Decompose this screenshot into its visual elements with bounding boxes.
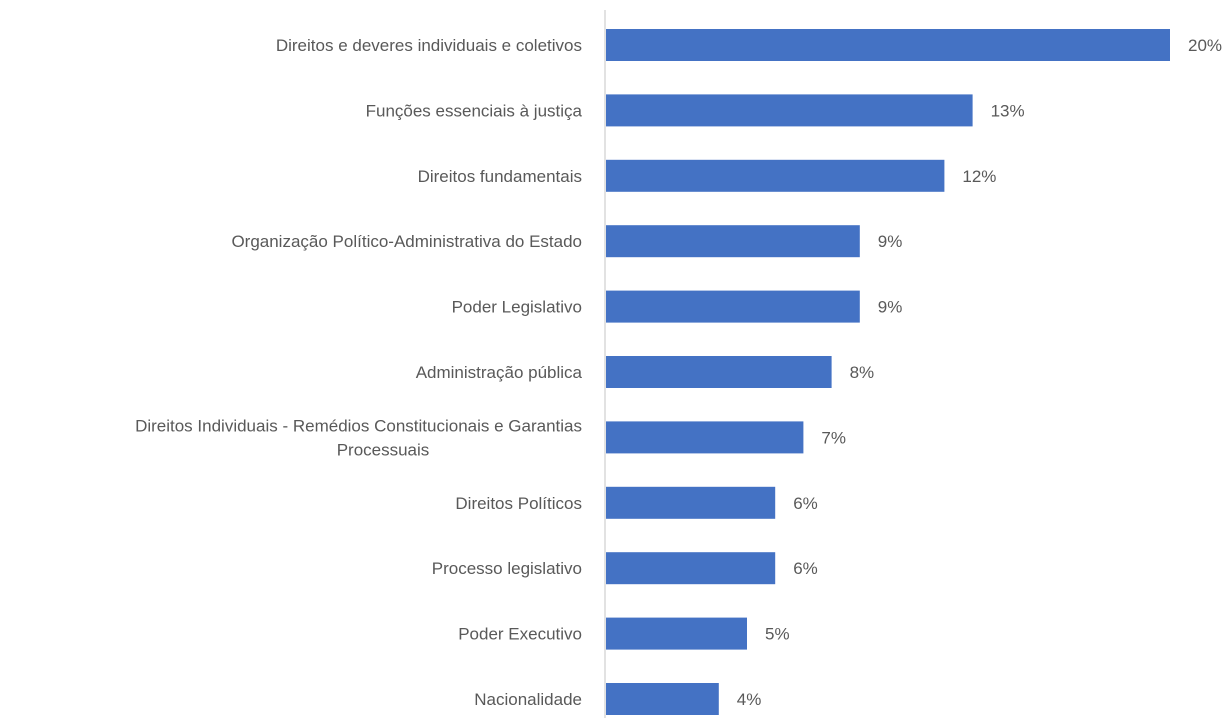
category-label-line: Poder Legislativo xyxy=(452,298,582,317)
category-label-0: Direitos e deveres individuais e coletiv… xyxy=(276,36,582,55)
category-label-10: Nacionalidade xyxy=(474,690,582,709)
category-label-line: Administração pública xyxy=(416,363,583,382)
bar-3 xyxy=(606,225,860,258)
data-label-2: 12% xyxy=(962,167,996,186)
data-label-10: 4% xyxy=(737,690,762,709)
category-label-line: Direitos Individuais - Remédios Constitu… xyxy=(135,416,582,435)
category-labels: Direitos e deveres individuais e coletiv… xyxy=(135,36,582,709)
bar-8 xyxy=(606,552,776,585)
bar-6 xyxy=(606,421,804,454)
category-label-line: Direitos e deveres individuais e coletiv… xyxy=(276,36,582,55)
category-label-6: Direitos Individuais - Remédios Constitu… xyxy=(135,416,582,459)
data-label-7: 6% xyxy=(793,494,818,513)
data-labels: 20% 13% 12% 9% 9% 8% 7% 6% 6% 5% 4% xyxy=(737,36,1222,709)
bar-4 xyxy=(606,290,860,323)
category-label-8: Processo legislativo xyxy=(432,559,582,578)
category-label-line: Organização Político-Administrativa do E… xyxy=(231,232,582,251)
bar-2 xyxy=(606,159,945,192)
data-label-0: 20% xyxy=(1188,36,1222,55)
bar-7 xyxy=(606,486,776,519)
category-label-line: Direitos fundamentais xyxy=(418,167,582,186)
bar-0 xyxy=(606,29,1170,61)
category-label-line: Poder Executivo xyxy=(458,625,582,644)
category-label-line: Nacionalidade xyxy=(474,690,582,709)
category-label-5: Administração pública xyxy=(416,363,583,382)
category-label-9: Poder Executivo xyxy=(458,625,582,644)
category-label-line: Processo legislativo xyxy=(432,559,582,578)
data-label-4: 9% xyxy=(878,298,903,317)
category-label-4: Poder Legislativo xyxy=(452,298,582,317)
category-label-1: Funções essenciais à justiça xyxy=(366,101,583,120)
category-label-2: Direitos fundamentais xyxy=(418,167,582,186)
data-label-1: 13% xyxy=(991,101,1025,120)
bar-5 xyxy=(606,356,832,388)
data-label-3: 9% xyxy=(878,232,903,251)
data-label-6: 7% xyxy=(821,428,846,447)
category-label-line: Direitos Políticos xyxy=(455,494,582,513)
bar-1 xyxy=(606,94,973,127)
bar-9 xyxy=(606,617,747,650)
category-label-line: Processuais xyxy=(337,440,430,459)
data-label-5: 8% xyxy=(850,363,875,382)
category-label-line: Funções essenciais à justiça xyxy=(366,101,583,120)
category-label-3: Organização Político-Administrativa do E… xyxy=(231,232,582,251)
category-label-7: Direitos Políticos xyxy=(455,494,582,513)
bars-group xyxy=(606,29,1170,715)
data-label-8: 6% xyxy=(793,559,818,578)
bar-10 xyxy=(606,683,719,715)
data-label-9: 5% xyxy=(765,625,790,644)
